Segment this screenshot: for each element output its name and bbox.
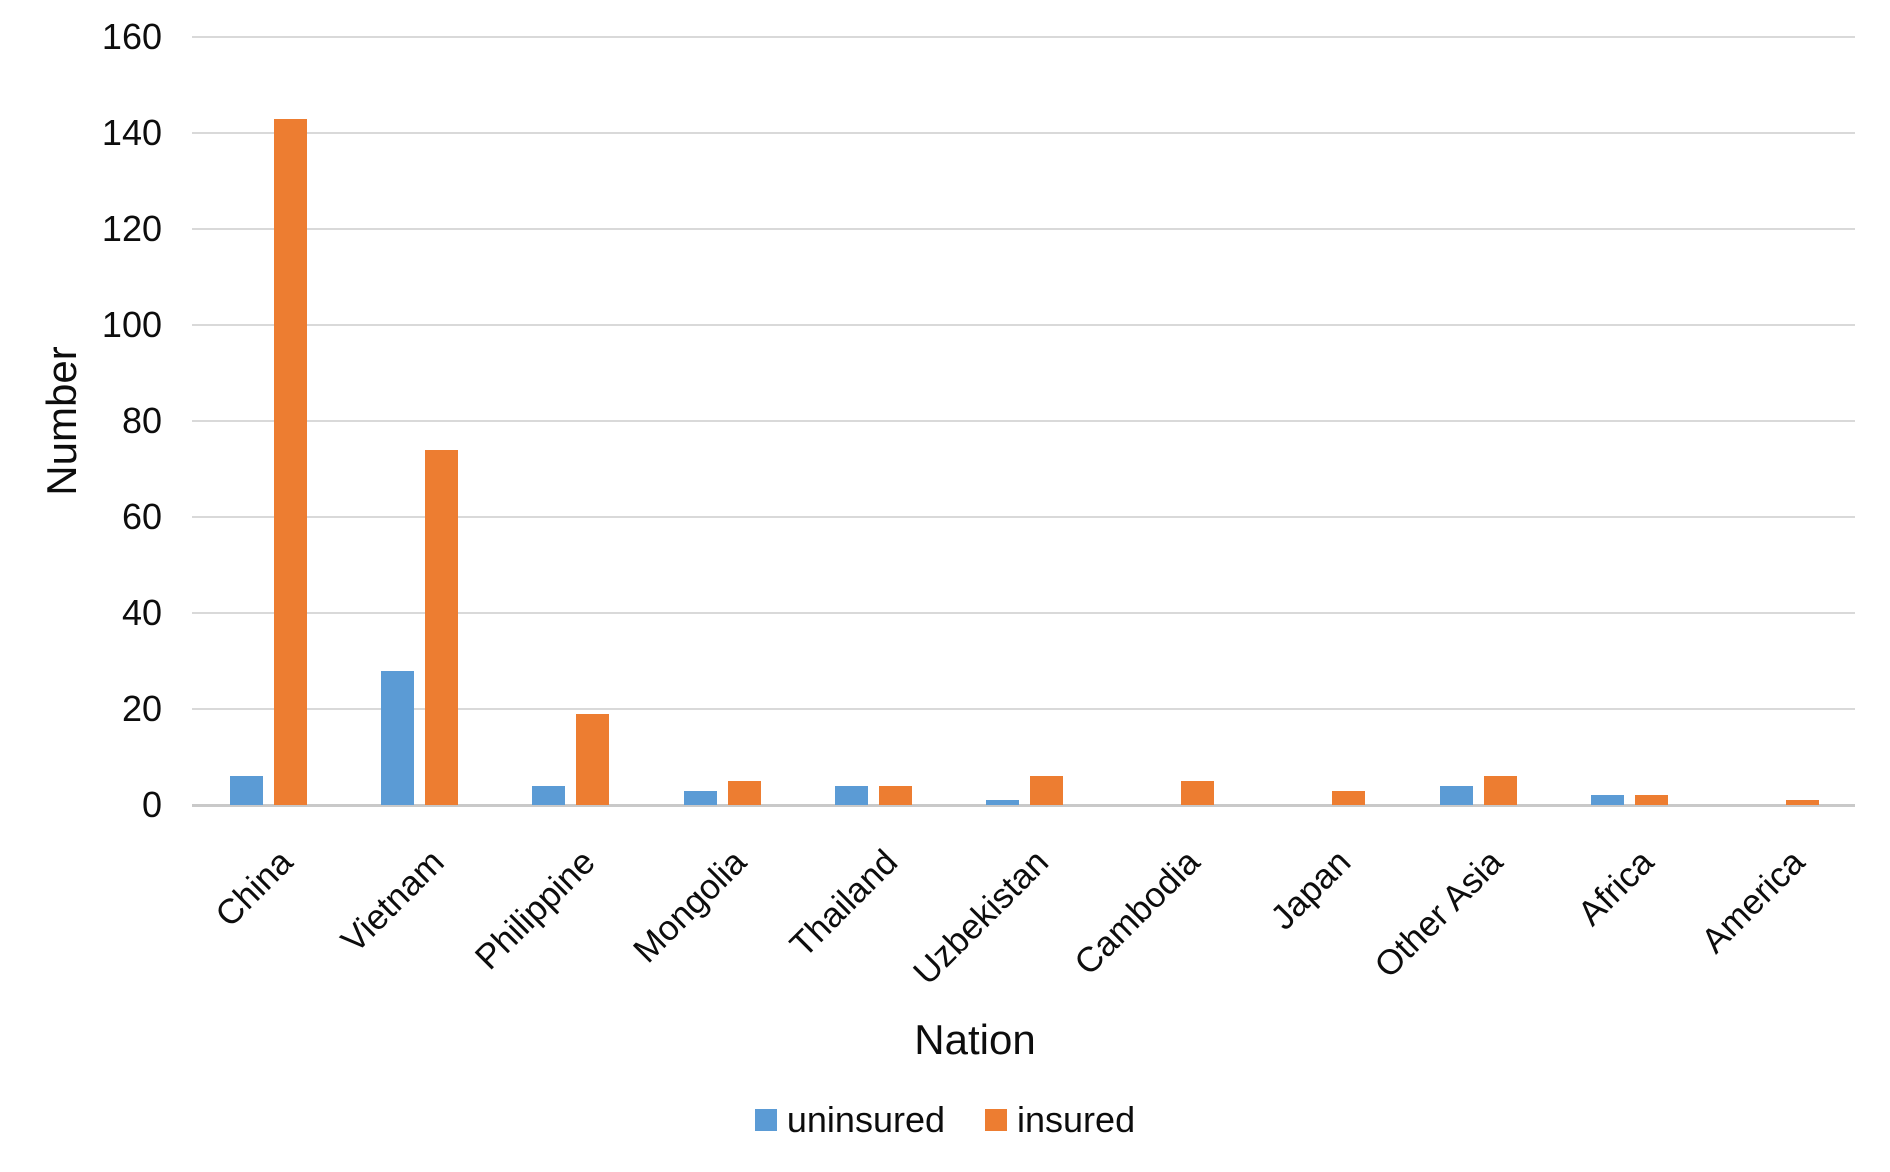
gridline-y-140: [192, 132, 1855, 134]
x-category-label-africa: Africa: [1570, 842, 1662, 934]
bar-uninsured-thailand: [834, 785, 868, 805]
x-axis-title: Nation: [914, 1016, 1036, 1063]
legend-swatch-insured-icon: [985, 1109, 1008, 1131]
y-tick-label-40: 40: [121, 592, 162, 633]
gridline-y-40: [192, 612, 1855, 614]
bar-uninsured-mongolia: [683, 790, 717, 805]
x-category-label-philippine: Philippine: [467, 842, 603, 978]
bar-insured-cambodia: [1181, 781, 1215, 805]
legend-swatch-uninsured-icon: [754, 1109, 777, 1131]
x-category-label-mongolia: Mongolia: [625, 842, 754, 971]
bar-insured-other-asia: [1483, 776, 1517, 805]
y-tick-label-80: 80: [121, 400, 162, 441]
bar-insured-thailand: [878, 785, 912, 805]
x-category-label-cambodia: Cambodia: [1067, 842, 1208, 983]
y-tick-label-0: 0: [141, 784, 162, 825]
gridline-y-60: [192, 516, 1855, 518]
legend-label-uninsured: uninsured: [786, 1099, 946, 1140]
bar-insured-africa: [1634, 795, 1668, 805]
bar-insured-philippine: [576, 713, 610, 805]
x-category-label-thailand: Thailand: [782, 842, 906, 965]
bar-insured-america: [1785, 800, 1819, 805]
bar-insured-china: [274, 118, 308, 805]
gridline-y-80: [192, 420, 1855, 422]
y-tick-label-140: 140: [101, 112, 162, 153]
bar-uninsured-china: [230, 776, 264, 805]
bar-uninsured-uzbekistan: [986, 800, 1019, 805]
bar-insured-japan: [1332, 790, 1366, 805]
bar-uninsured-vietnam: [381, 670, 415, 805]
gridline-y-160: [192, 36, 1855, 38]
legend-item-uninsured: uninsured: [754, 1098, 946, 1142]
y-tick-label-100: 100: [101, 304, 162, 345]
x-category-label-japan: Japan: [1263, 842, 1359, 938]
y-tick-label-160: 160: [101, 16, 162, 57]
bar-uninsured-philippine: [532, 785, 566, 805]
x-category-label-america: America: [1693, 842, 1813, 961]
x-category-label-other-asia: Other Asia: [1366, 842, 1510, 986]
bar-insured-vietnam: [425, 449, 459, 805]
bar-insured-mongolia: [727, 781, 761, 805]
x-category-label-uzbekistan: Uzbekistan: [906, 842, 1057, 993]
y-tick-label-60: 60: [121, 496, 162, 537]
legend: uninsured insured: [0, 1098, 1890, 1142]
x-axis-line: [192, 804, 1855, 807]
bar-uninsured-other-asia: [1439, 785, 1473, 805]
bar-insured-uzbekistan: [1030, 776, 1063, 805]
gridline-y-120: [192, 228, 1855, 230]
gridline-y-20: [192, 708, 1855, 710]
bar-uninsured-africa: [1590, 795, 1624, 805]
y-tick-label-120: 120: [101, 208, 162, 249]
gridline-y-100: [192, 324, 1855, 326]
legend-label-insured: insured: [1017, 1099, 1136, 1140]
x-category-label-vietnam: Vietnam: [333, 842, 452, 961]
y-tick-label-20: 20: [121, 688, 162, 729]
legend-item-insured: insured: [985, 1098, 1135, 1142]
x-category-label-china: China: [208, 842, 301, 935]
